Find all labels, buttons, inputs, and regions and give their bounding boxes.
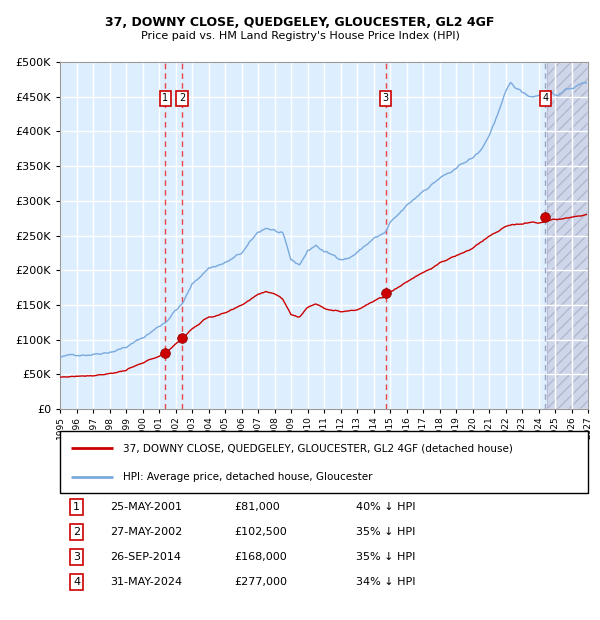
Text: 31-MAY-2024: 31-MAY-2024 [110,577,182,587]
Text: 4: 4 [73,577,80,587]
Text: £168,000: £168,000 [234,552,287,562]
Text: £81,000: £81,000 [234,502,280,512]
Bar [547,62,588,409]
Text: HPI: Average price, detached house, Gloucester: HPI: Average price, detached house, Glou… [124,472,373,482]
Text: Price paid vs. HM Land Registry's House Price Index (HPI): Price paid vs. HM Land Registry's House … [140,31,460,41]
Text: 27-MAY-2002: 27-MAY-2002 [110,527,182,537]
Text: 25-MAY-2001: 25-MAY-2001 [110,502,182,512]
Text: 37, DOWNY CLOSE, QUEDGELEY, GLOUCESTER, GL2 4GF: 37, DOWNY CLOSE, QUEDGELEY, GLOUCESTER, … [106,16,494,29]
Text: £102,500: £102,500 [234,527,287,537]
Text: 3: 3 [73,552,80,562]
Bar [547,62,588,409]
Text: 1: 1 [73,502,80,512]
Text: 1: 1 [163,94,169,104]
Text: 34% ↓ HPI: 34% ↓ HPI [356,577,415,587]
FancyBboxPatch shape [60,431,588,493]
Text: 2: 2 [73,527,80,537]
Text: 37, DOWNY CLOSE, QUEDGELEY, GLOUCESTER, GL2 4GF (detached house): 37, DOWNY CLOSE, QUEDGELEY, GLOUCESTER, … [124,443,513,453]
Text: £277,000: £277,000 [234,577,287,587]
Text: 35% ↓ HPI: 35% ↓ HPI [356,552,415,562]
Text: 3: 3 [382,94,389,104]
Text: 4: 4 [542,94,548,104]
Text: 40% ↓ HPI: 40% ↓ HPI [356,502,415,512]
Text: 35% ↓ HPI: 35% ↓ HPI [356,527,415,537]
Text: 26-SEP-2014: 26-SEP-2014 [110,552,181,562]
Text: 2: 2 [179,94,185,104]
